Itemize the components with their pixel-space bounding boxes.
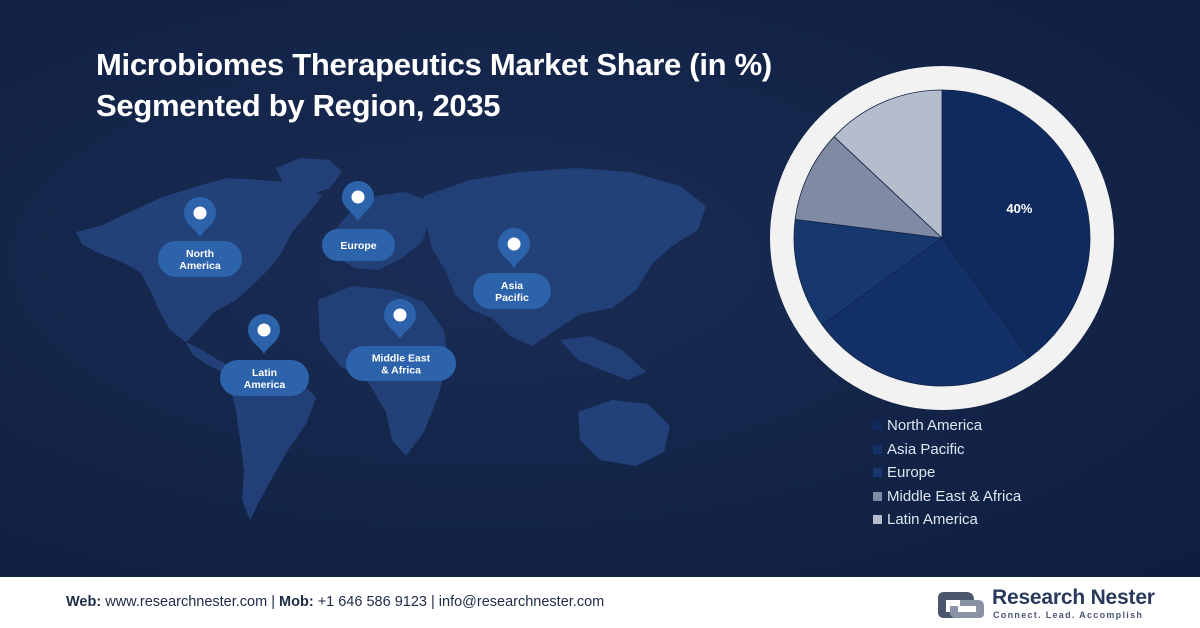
- title-line-1: Microbiomes Therapeutics Market Share (i…: [96, 47, 772, 82]
- web-label: Web:: [66, 594, 102, 610]
- pie-labels: 40%: [1006, 201, 1032, 216]
- legend-swatch: [873, 444, 882, 454]
- legend-item: Middle East & Africa: [873, 485, 1021, 509]
- research-nester-logo-icon: [938, 592, 984, 618]
- region-label-pill: [322, 229, 395, 261]
- pie-slice-asia-pacific: [821, 237, 1030, 387]
- legend-item: Asia Pacific: [873, 438, 1021, 462]
- pie-slice-north-america: [941, 89, 1091, 359]
- legend-swatch: [873, 468, 882, 478]
- pie-slices: [793, 89, 1091, 387]
- region-pin: Europe: [322, 181, 395, 261]
- legend-label: North America: [887, 417, 983, 435]
- region-label-line1: Europe: [340, 240, 376, 252]
- pie-slice-europe: [793, 219, 944, 326]
- greenland-shape: [276, 158, 342, 196]
- legend-item: Europe: [873, 461, 1021, 485]
- legend-swatch: [873, 421, 882, 431]
- region-label-pill: [220, 360, 309, 396]
- legend-label: Middle East & Africa: [887, 487, 1022, 505]
- region-label-line1: North: [186, 248, 214, 260]
- infographic-panel: North America Europe Asia Pacific Middle East…: [0, 0, 1200, 577]
- legend-swatch: [873, 515, 882, 525]
- region-label-line2: America: [179, 260, 221, 272]
- central-america-shape: [186, 342, 230, 372]
- region-label-pill: [473, 273, 551, 309]
- pie-chart: 40%: [770, 66, 1114, 410]
- marker-dot: [507, 237, 521, 251]
- pie-slice-middle-east-africa: [794, 136, 944, 239]
- title-line-2: Segmented by Region, 2035: [96, 88, 501, 123]
- marker-dot: [257, 323, 271, 337]
- south-america-shape: [230, 362, 316, 520]
- legend-item: Latin America: [873, 508, 1021, 532]
- web-link[interactable]: www.researchnester.com: [105, 594, 268, 610]
- email-link[interactable]: info@researchnester.com: [438, 594, 605, 610]
- legend-label: Asia Pacific: [887, 440, 965, 458]
- legend-label: Latin America: [887, 511, 978, 529]
- region-label-line1: Middle East: [372, 353, 431, 365]
- region-label-line1: Latin: [252, 367, 277, 379]
- legend-label: Europe: [887, 464, 936, 482]
- region-label-line2: & Africa: [381, 365, 421, 377]
- region-label-line2: America: [244, 379, 286, 391]
- contact-line: Web: www.researchnester.com | Mob: +1 64…: [66, 594, 604, 610]
- phone-number: +1 646 586 9123: [317, 594, 427, 610]
- region-label-pill: [346, 346, 456, 381]
- separator: |: [267, 594, 280, 610]
- australia-shape: [578, 400, 670, 466]
- brand-name: Research Nester: [992, 586, 1155, 609]
- separator: |: [426, 594, 439, 610]
- region-label-line2: Pacific: [495, 292, 529, 304]
- marker-dot: [193, 206, 207, 220]
- chart-title: Microbiomes Therapeutics Market Share (i…: [96, 44, 772, 126]
- region-label-line1: Asia: [501, 280, 523, 292]
- legend-swatch: [873, 491, 882, 501]
- mob-label: Mob:: [279, 594, 314, 610]
- region-label-pill: [158, 241, 242, 277]
- brand-tagline: Connect. Lead. Accomplish: [993, 610, 1144, 620]
- legend: North America Asia Pacific Europe Middle Ea…: [873, 414, 1021, 532]
- marker-dot: [393, 308, 407, 322]
- region-pin: Middle East& Africa: [346, 299, 456, 381]
- pie-data-label: 40%: [1006, 201, 1032, 216]
- marker-dot: [351, 190, 365, 204]
- southeast-asia-shape: [560, 336, 646, 380]
- legend-item: North America: [873, 414, 1021, 438]
- pie-slice-latin-america: [833, 89, 943, 239]
- footer: Web: www.researchnester.com | Mob: +1 64…: [0, 577, 1200, 628]
- brand-logo: Research Nester Connect. Lead. Accomplis…: [936, 586, 1156, 620]
